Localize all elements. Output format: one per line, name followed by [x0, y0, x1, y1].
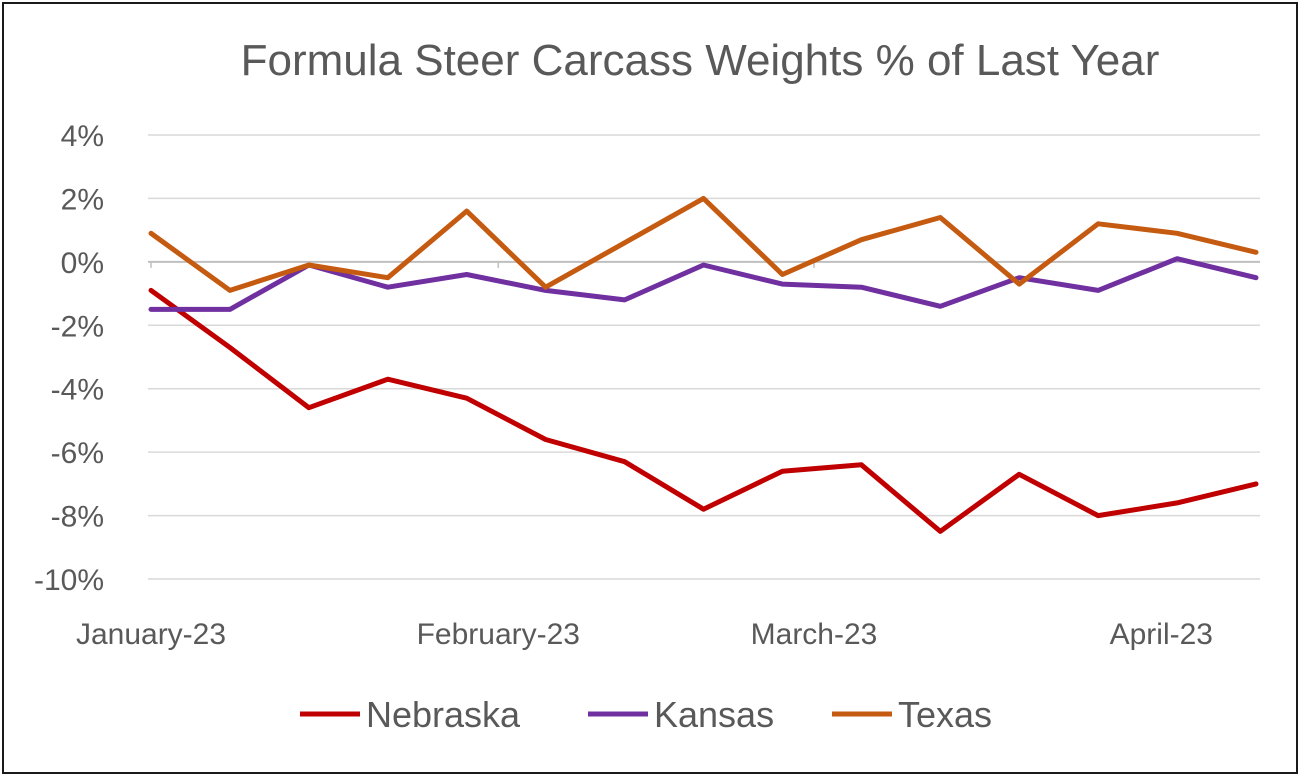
- y-tick-label: -6%: [51, 437, 104, 470]
- legend: Nebraska Kansas Texas: [300, 694, 992, 735]
- legend-label-nebraska: Nebraska: [366, 694, 521, 735]
- y-tick-label: -4%: [51, 374, 104, 407]
- series-lines: [148, 195, 1259, 534]
- y-tick-label: 0%: [61, 247, 104, 280]
- y-tick-label: 4%: [61, 120, 104, 153]
- x-axis-ticks: January-23 February-23 March-23 April-23: [76, 618, 1213, 651]
- x-tick-label: March-23: [751, 618, 878, 651]
- legend-label-kansas: Kansas: [654, 694, 774, 735]
- gridlines: [148, 134, 1260, 580]
- y-tick-label: -2%: [51, 310, 104, 343]
- y-tick-label: -10%: [34, 564, 104, 597]
- series-line-texas: [148, 195, 1259, 293]
- x-tick-label: February-23: [417, 618, 580, 651]
- x-tick-label: January-23: [76, 618, 226, 651]
- series-line-nebraska: [148, 287, 1259, 534]
- legend-label-texas: Texas: [898, 694, 992, 735]
- series-line-kansas: [148, 256, 1259, 312]
- y-tick-label: -8%: [51, 501, 104, 534]
- chart-title: Formula Steer Carcass Weights % of Last …: [241, 36, 1160, 85]
- x-tick-label: April-23: [1110, 618, 1213, 651]
- y-tick-label: 2%: [61, 183, 104, 216]
- y-axis-ticks: 4% 2% 0% -2% -4% -6% -8% -10%: [34, 120, 104, 597]
